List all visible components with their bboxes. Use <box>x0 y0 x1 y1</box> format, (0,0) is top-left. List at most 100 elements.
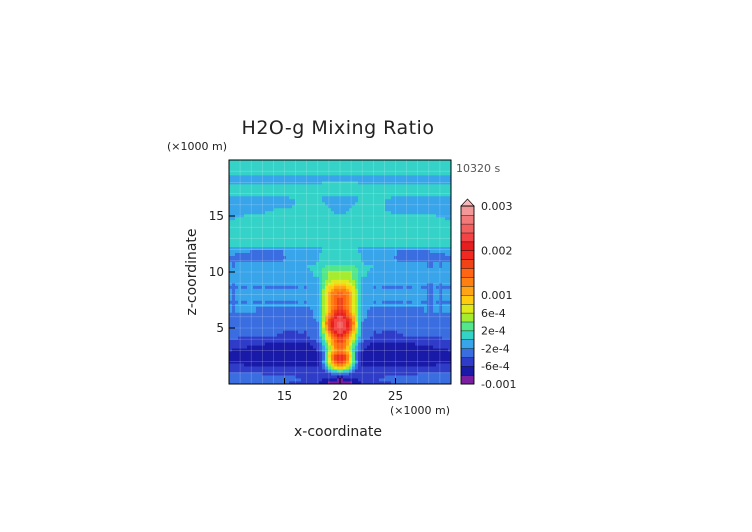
field-cell <box>283 186 287 191</box>
field-cell <box>388 231 392 236</box>
field-cell <box>403 270 407 274</box>
field-cell <box>346 348 350 352</box>
field-cell <box>238 291 242 295</box>
field-cell <box>430 276 434 280</box>
field-cell <box>358 315 362 319</box>
field-cell <box>379 303 383 307</box>
field-cell <box>310 339 314 343</box>
field-cell <box>331 282 335 286</box>
field-cell <box>298 315 302 319</box>
field-cell <box>235 225 239 230</box>
field-cell <box>298 264 302 268</box>
field-cell <box>346 306 350 310</box>
field-cell <box>292 330 296 334</box>
field-cell <box>400 252 404 256</box>
field-cell <box>379 267 383 271</box>
field-cell <box>394 210 398 215</box>
field-cell <box>235 381 239 385</box>
field-cell <box>319 219 323 224</box>
field-cell <box>322 228 326 233</box>
field-cell <box>250 222 254 227</box>
field-cell <box>307 210 311 215</box>
field-cell <box>352 345 356 349</box>
field-cell <box>343 231 347 236</box>
field-cell <box>409 345 413 349</box>
field-cell <box>382 246 386 250</box>
field-cell <box>448 315 452 319</box>
field-cell <box>433 231 437 236</box>
field-cell <box>397 354 401 358</box>
field-cell <box>334 375 338 379</box>
field-cell <box>289 297 293 301</box>
field-cell <box>427 309 431 313</box>
field-cell <box>361 327 365 331</box>
field-cell <box>385 267 389 271</box>
field-cell <box>352 246 356 250</box>
field-cell <box>406 372 410 376</box>
field-cell <box>358 363 362 367</box>
field-cell <box>241 228 245 233</box>
field-cell <box>241 363 245 367</box>
field-cell <box>229 210 233 215</box>
field-cell <box>442 348 446 352</box>
field-cell <box>415 228 419 233</box>
field-cell <box>427 252 431 256</box>
field-cell <box>301 219 305 224</box>
field-cell <box>388 267 392 271</box>
field-cell <box>274 333 278 337</box>
field-cell <box>301 264 305 268</box>
field-cell <box>349 255 353 259</box>
field-cell <box>265 267 269 271</box>
field-cell <box>373 348 377 352</box>
field-cell <box>421 222 425 227</box>
field-cell <box>373 267 377 271</box>
field-cell <box>304 306 308 310</box>
field-cell <box>331 378 335 382</box>
field-cell <box>247 300 251 304</box>
field-cell <box>436 228 440 233</box>
field-cell <box>322 246 326 250</box>
field-cell <box>373 366 377 370</box>
field-cell <box>427 282 431 286</box>
field-cell <box>421 261 425 265</box>
field-cell <box>232 309 236 313</box>
field-cell <box>436 348 440 352</box>
field-cell <box>238 336 242 340</box>
field-cell <box>409 267 413 271</box>
field-cell <box>388 189 392 194</box>
field-cell <box>295 207 299 212</box>
field-cell <box>247 330 251 334</box>
field-cell <box>355 315 359 319</box>
field-cell <box>277 333 281 337</box>
field-cell <box>310 195 314 200</box>
field-cell <box>394 195 398 200</box>
field-cell <box>346 231 350 236</box>
field-cell <box>238 210 242 215</box>
field-cell <box>403 381 407 385</box>
field-cell <box>442 294 446 298</box>
field-cell <box>313 258 317 262</box>
field-cell <box>397 237 401 242</box>
field-cell <box>316 213 320 218</box>
field-cell <box>295 261 299 265</box>
field-cell <box>349 312 353 316</box>
field-cell <box>439 240 443 245</box>
field-cell <box>388 324 392 328</box>
field-cell <box>295 243 299 248</box>
field-cell <box>292 294 296 298</box>
field-cell <box>238 186 242 191</box>
field-cell <box>304 285 308 289</box>
field-cell <box>361 243 365 248</box>
field-cell <box>262 228 266 233</box>
field-cell <box>406 306 410 310</box>
field-cell <box>295 324 299 328</box>
field-cell <box>385 300 389 304</box>
field-cell <box>238 381 242 385</box>
field-cell <box>430 357 434 361</box>
field-cell <box>361 378 365 382</box>
field-cell <box>406 366 410 370</box>
field-cell <box>400 201 404 206</box>
field-cell <box>445 270 449 274</box>
field-cell <box>385 372 389 376</box>
field-cell <box>271 204 275 209</box>
